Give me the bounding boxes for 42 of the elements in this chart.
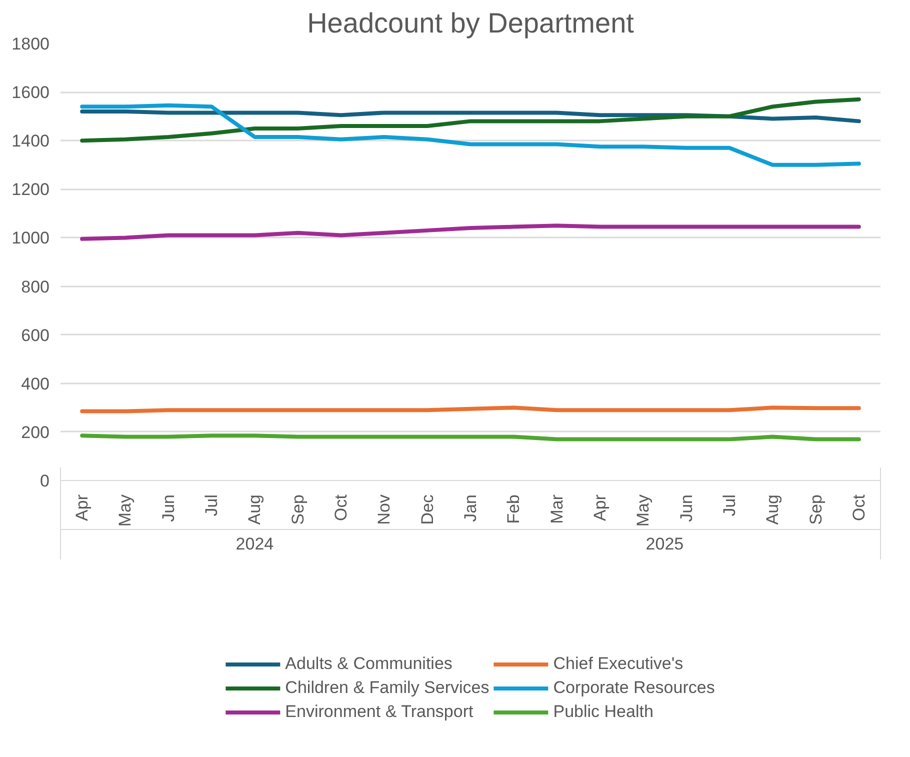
y-tick-label: 0 bbox=[40, 472, 50, 490]
x-tick-label: May bbox=[634, 494, 653, 527]
x-tick-label: Oct bbox=[849, 494, 868, 521]
x-tick-label: Aug bbox=[763, 494, 782, 525]
legend-label: Corporate Resources bbox=[553, 678, 715, 698]
legend-label: Public Health bbox=[553, 702, 654, 722]
legend-label: Children & Family Services bbox=[285, 678, 490, 698]
x-tick-label: Dec bbox=[418, 494, 437, 525]
text: 2024 bbox=[236, 534, 274, 554]
x-tick-label: Jul bbox=[720, 494, 739, 516]
chart-title: Headcount by Department bbox=[307, 8, 634, 38]
line-series bbox=[80, 103, 861, 167]
y-tick-label: 400 bbox=[21, 374, 50, 394]
y-tick-label: 1000 bbox=[12, 228, 50, 248]
legend-label: Chief Executive's bbox=[553, 654, 684, 674]
text: 2025 bbox=[646, 534, 684, 554]
y-tick-label: 1600 bbox=[12, 83, 50, 102]
x-tick-label: Jan bbox=[461, 494, 480, 522]
y-tick-label: 800 bbox=[21, 277, 50, 296]
x-tick-label: May bbox=[116, 494, 135, 527]
x-tick-label: Mar bbox=[547, 494, 566, 524]
x-tick-label: Jun bbox=[676, 494, 696, 522]
x-tick-label: Jun bbox=[158, 494, 178, 522]
line-series bbox=[80, 224, 861, 241]
y-tick-label: 1400 bbox=[12, 132, 50, 151]
y-tick-label: 600 bbox=[21, 326, 50, 345]
line-series bbox=[80, 97, 861, 143]
x-tick-label: Sep bbox=[806, 494, 826, 525]
x-tick-label: Nov bbox=[374, 494, 394, 525]
y-tick-label: 1200 bbox=[12, 180, 50, 200]
legend-label: Environment & Transport bbox=[285, 702, 474, 722]
x-tick-label: Feb bbox=[504, 494, 524, 524]
line-series bbox=[80, 109, 861, 124]
x-tick-label: Jul bbox=[202, 494, 222, 516]
x-tick-label: Apr bbox=[72, 494, 92, 521]
legend-label: Adults & Communities bbox=[285, 654, 452, 674]
y-tick-label: 200 bbox=[21, 422, 50, 442]
x-tick-label: Apr bbox=[590, 494, 610, 521]
x-tick-label: Oct bbox=[332, 494, 351, 521]
y-tick-label: 1800 bbox=[12, 34, 50, 54]
x-tick-label: Sep bbox=[288, 494, 308, 525]
x-tick-label: Aug bbox=[245, 494, 264, 525]
